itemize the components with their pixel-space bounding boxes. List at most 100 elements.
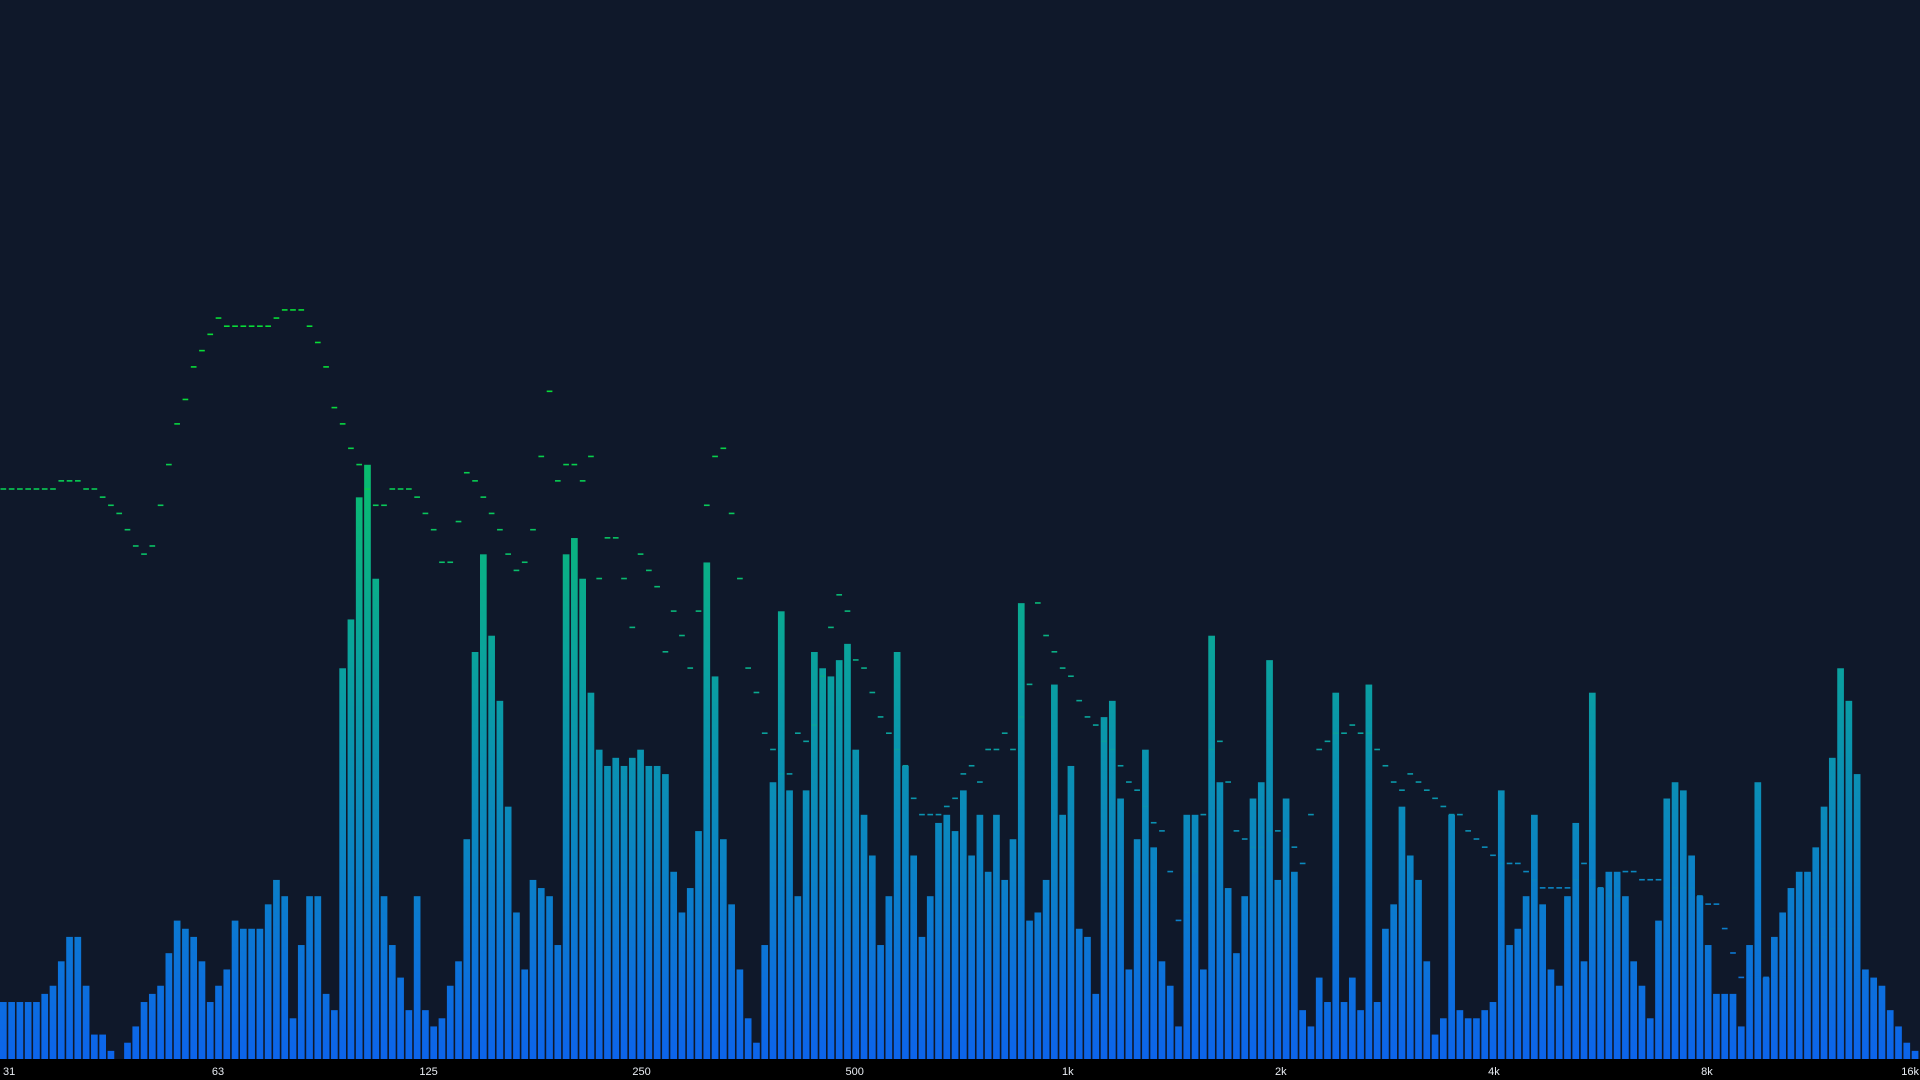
level-bar	[620, 765, 628, 1059]
level-bar	[1133, 839, 1141, 1059]
level-bar	[1613, 871, 1621, 1059]
level-bar	[670, 871, 678, 1059]
peak-marker	[654, 585, 660, 588]
peak-marker	[579, 480, 586, 482]
level-bar	[860, 814, 868, 1059]
peak-marker	[1217, 740, 1223, 743]
peak-marker	[786, 773, 793, 775]
level-bar	[1539, 904, 1546, 1059]
tick-label: 4k	[1488, 1066, 1500, 1078]
level-bar	[1406, 855, 1414, 1059]
level-bar	[1713, 993, 1720, 1059]
peak-marker	[406, 488, 412, 490]
level-bar	[546, 896, 553, 1059]
peak-marker	[521, 561, 528, 564]
level-bar	[74, 936, 82, 1059]
level-bar	[1249, 798, 1257, 1059]
level-bar	[1746, 945, 1753, 1059]
peak-marker	[157, 504, 164, 507]
peak-marker	[1597, 887, 1604, 889]
peak-marker	[621, 577, 627, 580]
level-bar	[1440, 1018, 1447, 1059]
level-bar	[1622, 896, 1629, 1059]
peak-marker	[1804, 952, 1811, 954]
peak-marker	[381, 504, 387, 507]
level-bar	[951, 831, 959, 1059]
level-bar	[662, 774, 669, 1059]
level-bar	[140, 1002, 148, 1059]
level-bar	[736, 969, 744, 1059]
peak-marker	[737, 577, 743, 580]
level-bar	[289, 1018, 297, 1059]
level-bar	[1125, 969, 1133, 1059]
level-bar	[504, 806, 512, 1059]
level-bar	[537, 888, 545, 1059]
level-bar	[1108, 700, 1116, 1059]
peak-marker	[248, 325, 255, 327]
peak-marker	[828, 626, 834, 629]
peak-marker	[1630, 870, 1637, 873]
peak-marker	[1506, 862, 1513, 865]
level-bar	[1828, 757, 1836, 1059]
peak-marker	[422, 512, 429, 515]
peak-marker	[1084, 716, 1091, 718]
peak-marker	[1101, 740, 1107, 743]
level-bar	[1001, 879, 1009, 1059]
peak-marker	[281, 309, 288, 311]
tick-label: 1k	[1062, 1066, 1074, 1078]
level-bar	[819, 668, 826, 1059]
peak-marker	[977, 781, 983, 783]
level-bar	[1489, 1002, 1497, 1059]
tick-label: 250	[632, 1066, 650, 1078]
level-bar	[513, 912, 520, 1059]
level-bar	[256, 928, 264, 1059]
tick-label: 8k	[1701, 1066, 1713, 1078]
level-bar	[645, 765, 653, 1059]
level-bar	[835, 660, 843, 1059]
level-bar	[422, 1010, 429, 1059]
level-bar	[1415, 879, 1422, 1059]
level-bar	[33, 1002, 40, 1059]
level-bar	[711, 676, 719, 1059]
level-bar	[984, 871, 992, 1059]
peak-marker	[1357, 732, 1364, 734]
peak-marker	[968, 764, 975, 767]
level-bar	[364, 464, 371, 1059]
peak-marker	[1887, 1041, 1894, 1044]
peak-marker	[1159, 830, 1165, 832]
level-bar	[753, 1042, 760, 1059]
level-bar	[173, 920, 181, 1059]
peak-marker	[1200, 813, 1207, 816]
level-bar	[811, 652, 818, 1059]
peak-marker	[861, 667, 867, 669]
level-bar	[1680, 790, 1687, 1059]
level-bar	[1853, 774, 1861, 1059]
peak-marker	[1730, 952, 1736, 954]
peak-marker	[223, 325, 230, 327]
level-bar	[1233, 953, 1240, 1059]
tick-label: 500	[846, 1066, 864, 1078]
peak-marker	[530, 528, 536, 531]
peak-marker	[339, 423, 346, 425]
peak-marker	[1001, 732, 1008, 734]
level-bar	[1332, 692, 1340, 1059]
peak-marker	[1895, 1049, 1902, 1052]
level-bar	[1721, 993, 1729, 1059]
level-bar	[1075, 928, 1083, 1059]
peak-marker	[1862, 976, 1869, 979]
level-bar	[1522, 896, 1530, 1059]
peak-marker	[679, 634, 685, 637]
peak-marker	[1779, 976, 1786, 979]
level-bar	[1688, 855, 1695, 1059]
tick-label: 16k	[1901, 1066, 1919, 1078]
peak-marker	[364, 488, 371, 490]
level-bar	[1241, 896, 1249, 1059]
peak-marker	[811, 724, 818, 726]
peak-marker	[116, 512, 123, 515]
level-bar	[1257, 782, 1265, 1059]
level-bar	[868, 855, 876, 1059]
level-bar	[41, 993, 49, 1059]
level-bar	[306, 896, 313, 1059]
level-bar	[99, 1034, 106, 1059]
peak-marker	[1564, 887, 1571, 889]
